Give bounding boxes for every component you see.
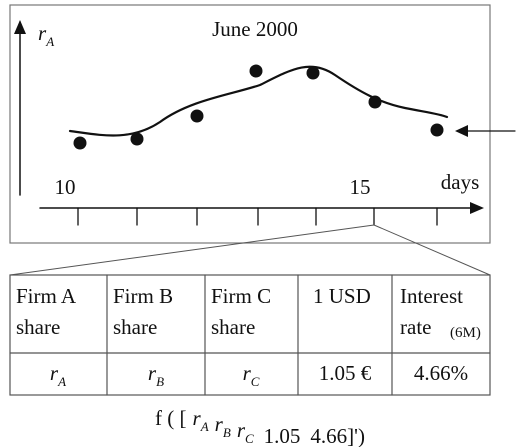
subscript: A [200, 419, 209, 434]
number: 4.66 [310, 424, 347, 447]
header-text: Interest [400, 284, 463, 308]
y-arrow [14, 20, 26, 34]
header-text: share [211, 315, 255, 339]
formula-open: f ( [ [155, 406, 186, 430]
symbol-text: rA [50, 361, 66, 389]
header-text: share [16, 315, 60, 339]
header-note: (6M) [450, 325, 481, 341]
symbol: r [193, 406, 202, 430]
number: 1.05 [264, 424, 301, 447]
symbol: r [215, 412, 224, 436]
symbol: r [243, 361, 252, 385]
header-text: 1 USD [313, 284, 371, 308]
table-grid [9, 274, 491, 396]
pointer-arrow [455, 125, 468, 137]
subscript: A [57, 374, 66, 389]
x-ticks [77, 207, 438, 226]
x-unit: days [441, 170, 480, 194]
header-text: Firm B [113, 284, 173, 308]
x-label: 10 [55, 175, 76, 199]
header-text: Firm C [211, 284, 271, 308]
subscript: A [45, 34, 54, 49]
symbol: r [38, 21, 47, 45]
header-text: Firm A [16, 284, 77, 308]
symbol-text: rB [148, 361, 164, 389]
formula: f ( [rA rB rC 1.05 4.66]') [155, 406, 365, 447]
chart-title: June 2000 [212, 17, 298, 41]
cell-text: 1.05 € [319, 361, 372, 385]
zoom-line [9, 224, 375, 276]
symbol: r [237, 418, 246, 442]
symbol-text: rC [243, 361, 260, 389]
data-dots [73, 64, 444, 150]
trend-curve [68, 65, 449, 137]
y-label: rA [38, 21, 54, 49]
formula-close: ]') [347, 424, 365, 447]
x-label: 15 [350, 175, 371, 199]
symbol: r [148, 361, 157, 385]
cell-text: 4.66% [414, 361, 468, 385]
subscript: C [251, 374, 260, 389]
header-text: share [113, 315, 157, 339]
subscript: B [156, 374, 164, 389]
x-arrow [470, 202, 484, 214]
subscript: C [245, 431, 254, 446]
header-text: rate [400, 315, 431, 339]
subscript: B [223, 425, 231, 440]
table-text: Firm A share Firm B share Firm C share 1 USD In… [16, 284, 481, 389]
symbol: r [50, 361, 59, 385]
zoom-line [373, 224, 491, 276]
chart-frame [9, 4, 491, 244]
